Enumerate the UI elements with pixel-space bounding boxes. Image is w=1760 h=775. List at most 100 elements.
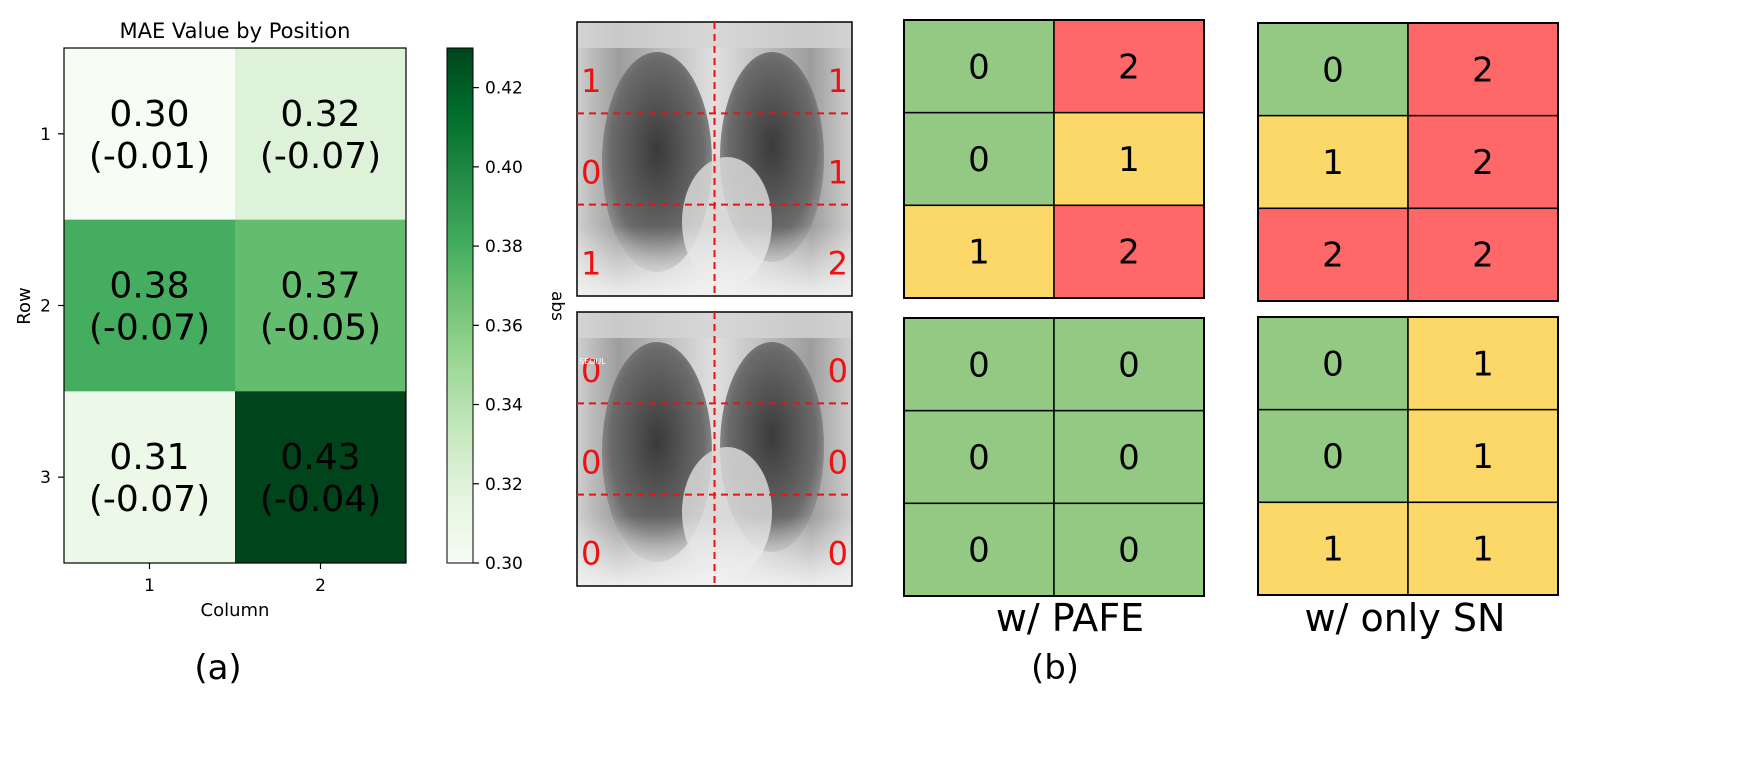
heatmap-axes: 1 2 1 2 3	[40, 125, 326, 596]
grid-cell-value: 1	[1472, 344, 1494, 384]
colorbar-tick-label: 0.30	[485, 554, 523, 574]
grid-label-pafe: w/ PAFE	[995, 596, 1145, 640]
colorbar-tick-label: 0.34	[485, 396, 523, 416]
xray-region-score: 0	[581, 352, 601, 390]
heatmap-cell	[235, 48, 407, 221]
grid-cell	[1053, 19, 1205, 114]
grid-cell-value: 2	[1472, 143, 1494, 183]
grid-cell	[1053, 502, 1205, 597]
cell-value-label: 0.30	[109, 94, 189, 135]
grid-cell-value: 0	[968, 140, 990, 180]
grid-cell-value: 1	[968, 233, 990, 273]
xray-region-score: 1	[581, 245, 601, 283]
x-axis-label: Column	[201, 600, 270, 621]
grid-only-sn: 0 2 1 2 2 2 0 1 0 1 1 1	[1257, 22, 1559, 596]
cell-value-label: 0.38	[109, 266, 189, 307]
grid-cell	[1257, 501, 1409, 596]
chart-title: MAE Value by Position	[120, 19, 351, 43]
grid-cell	[903, 19, 1055, 114]
xray-region-score: 2	[828, 245, 848, 283]
xray-overlay-text: SEOUL	[579, 357, 606, 366]
xray-region-score: 0	[828, 352, 848, 390]
grid-label-only-sn: w/ only SN	[1304, 596, 1506, 640]
colorbar-tick-label: 0.36	[485, 316, 523, 336]
xray-region-score: 0	[581, 535, 601, 573]
grid-cell	[1407, 207, 1559, 302]
grid-cell-value: 1	[1322, 530, 1344, 570]
grid-cell	[1407, 114, 1559, 210]
cell-value-label: 0.37	[280, 266, 360, 307]
grid-cell-value: 2	[1118, 47, 1140, 87]
heatmap-cell	[64, 391, 236, 564]
grid-cell-value: 2	[1472, 236, 1494, 276]
grid-cell-value: 0	[968, 345, 990, 385]
grid-only-sn-bottom: 0 1 0 1 1 1	[1257, 316, 1559, 596]
grid-cell	[1053, 409, 1205, 505]
xray-diaphragm	[577, 516, 852, 586]
grid-cell	[903, 111, 1055, 207]
xray-region-score: 1	[828, 153, 848, 191]
grid-cell	[1257, 114, 1409, 210]
grid-cell-value: 2	[1322, 236, 1344, 276]
grid-cell-value: 0	[1118, 345, 1140, 385]
heatmap-cell	[64, 48, 236, 221]
y-tick-label: 1	[40, 125, 51, 145]
heatmap-cell	[235, 391, 407, 564]
colorbar-tick-label: 0.32	[485, 475, 523, 495]
grid-cell-value: 0	[968, 47, 990, 87]
grid-cell	[1053, 317, 1205, 412]
grid-cell-value: 0	[1118, 438, 1140, 478]
colorbar-tick-label: 0.38	[485, 237, 523, 257]
grid-cell	[1053, 204, 1205, 299]
grid-cell-value: 0	[1322, 344, 1344, 384]
grid-cell-value: 0	[1322, 437, 1344, 477]
grid-frame	[1257, 316, 1559, 596]
grid-frame	[1257, 22, 1559, 302]
grid-cell-value: 1	[1472, 437, 1494, 477]
grid-cell-value: 0	[968, 531, 990, 571]
grid-cell	[1407, 408, 1559, 504]
heatmap-chart: MAE Value by Position 0.30(-0.01)0.32(-0…	[14, 19, 567, 621]
xray-image-top: 1 1 0 1 1 2	[576, 21, 853, 297]
grid-cell	[1053, 111, 1205, 207]
xray-region-score: 0	[581, 153, 601, 191]
caption-a: (a)	[194, 648, 242, 688]
xray-region-score: 0	[828, 535, 848, 573]
y-tick-label: 3	[40, 468, 51, 488]
cell-delta-label: (-0.05)	[260, 308, 381, 349]
grid-cell	[1257, 22, 1409, 117]
grid-only-sn-top: 0 2 1 2 2 2	[1257, 22, 1559, 302]
xray-region-score: 1	[581, 62, 601, 100]
colorbar-tick-label: 0.42	[485, 79, 523, 99]
heatmap-cell	[64, 219, 236, 392]
cell-delta-label: (-0.07)	[89, 479, 210, 520]
heatmap-cell	[235, 219, 407, 392]
cell-delta-label: (-0.07)	[89, 308, 210, 349]
y-tick-label: 2	[40, 297, 51, 317]
colorbar-label: abs	[547, 291, 567, 321]
cell-delta-label: (-0.01)	[89, 136, 210, 177]
colorbar-tick-label: 0.40	[485, 158, 523, 178]
grid-cell-value: 1	[1118, 140, 1140, 180]
x-tick-label: 2	[315, 576, 326, 596]
grid-frame	[903, 317, 1205, 597]
grid-cell	[1407, 501, 1559, 596]
grid-cell-value: 0	[1118, 531, 1140, 571]
grid-cell-value: 2	[1472, 50, 1494, 90]
grid-cell	[1407, 316, 1559, 411]
cell-value-label: 0.32	[280, 94, 360, 135]
x-tick-label: 1	[144, 576, 155, 596]
cell-delta-label: (-0.07)	[260, 136, 381, 177]
grid-pafe: 0 2 0 1 1 2 0 0 0 0 0 0	[903, 19, 1205, 597]
cell-delta-label: (-0.04)	[260, 479, 381, 520]
cell-value-label: 0.31	[109, 437, 189, 478]
xray-region-score: 0	[581, 443, 601, 481]
heatmap-cells: 0.30(-0.01)0.32(-0.07)0.38(-0.07)0.37(-0…	[64, 48, 407, 564]
grid-cell	[1407, 22, 1559, 117]
y-axis-label: Row	[14, 287, 35, 324]
grid-cell	[903, 502, 1055, 597]
grid-pafe-bottom: 0 0 0 0 0 0	[903, 317, 1205, 597]
grid-frame	[903, 19, 1205, 299]
